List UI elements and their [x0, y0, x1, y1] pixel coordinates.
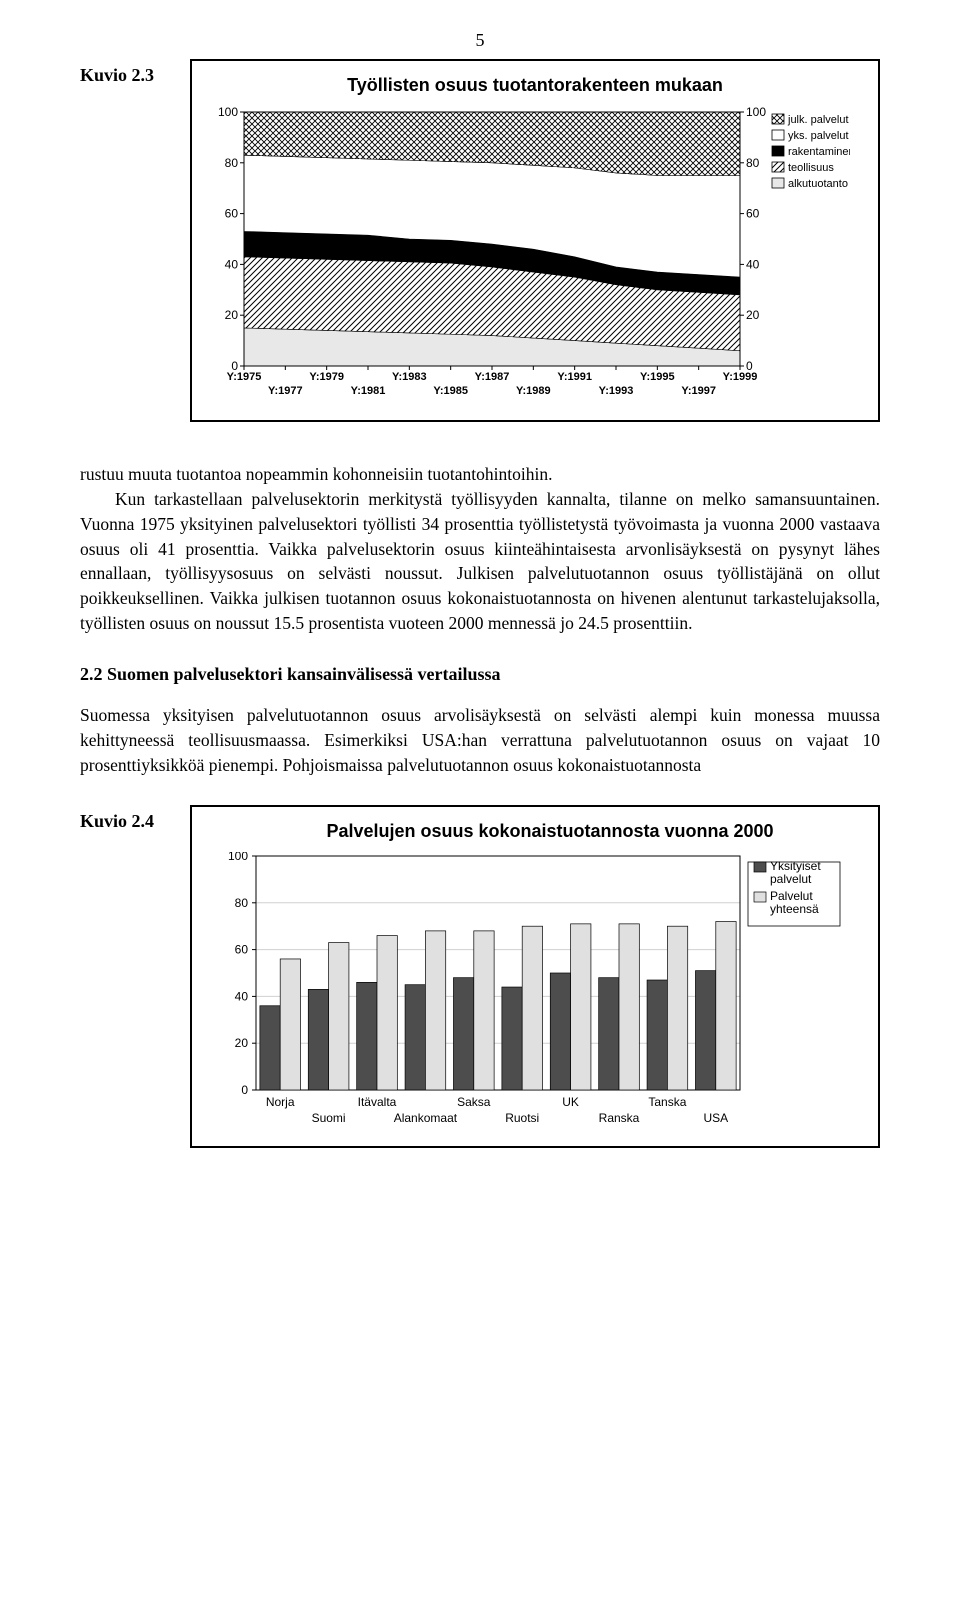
figure-2-4-title: Palvelujen osuus kokonaistuotannosta vuo… — [240, 821, 860, 842]
svg-text:UK: UK — [562, 1095, 579, 1109]
svg-text:60: 60 — [225, 207, 239, 221]
svg-text:Y:1997: Y:1997 — [681, 385, 716, 397]
figure-2-4-label: Kuvio 2.4 — [80, 805, 190, 832]
svg-text:Y:1987: Y:1987 — [475, 371, 510, 383]
page-number: 5 — [80, 30, 880, 51]
svg-text:teollisuus: teollisuus — [788, 162, 834, 174]
figure-2-4-box: Palvelujen osuus kokonaistuotannosta vuo… — [190, 805, 880, 1148]
svg-text:60: 60 — [235, 943, 249, 957]
svg-text:20: 20 — [225, 308, 239, 322]
svg-text:Norja: Norja — [266, 1095, 295, 1109]
svg-text:20: 20 — [235, 1037, 249, 1051]
svg-text:alkutuotanto: alkutuotanto — [788, 178, 848, 190]
svg-text:julk. palvelut: julk. palvelut — [787, 114, 849, 126]
svg-text:40: 40 — [225, 257, 239, 271]
svg-text:80: 80 — [225, 156, 239, 170]
svg-text:40: 40 — [235, 990, 249, 1004]
body-text-1: rustuu muuta tuotantoa nopeammin kohonne… — [80, 462, 880, 636]
para1: rustuu muuta tuotantoa nopeammin kohonne… — [80, 464, 552, 484]
stacked-area-chart: 002020404060608080100100Y:1975Y:1979Y:19… — [210, 106, 860, 406]
svg-text:yks. palvelut: yks. palvelut — [788, 130, 849, 142]
svg-text:Itävalta: Itävalta — [358, 1095, 397, 1109]
svg-text:Y:1981: Y:1981 — [351, 385, 386, 397]
svg-text:40: 40 — [746, 257, 760, 271]
svg-text:Y:1977: Y:1977 — [268, 385, 303, 397]
svg-text:rakentaminen: rakentaminen — [788, 146, 850, 158]
svg-text:Y:1985: Y:1985 — [433, 385, 468, 397]
svg-text:20: 20 — [746, 308, 760, 322]
svg-text:Y:1983: Y:1983 — [392, 371, 427, 383]
svg-text:0: 0 — [241, 1083, 248, 1097]
svg-text:80: 80 — [746, 156, 760, 170]
svg-text:palvelut: palvelut — [770, 872, 812, 886]
svg-text:100: 100 — [218, 106, 238, 119]
figure-2-3: Kuvio 2.3 Työllisten osuus tuotantoraken… — [80, 59, 880, 422]
svg-text:Alankomaat: Alankomaat — [394, 1111, 458, 1125]
svg-text:Y:1995: Y:1995 — [640, 371, 675, 383]
figure-2-3-box: Työllisten osuus tuotantorakenteen mukaa… — [190, 59, 880, 422]
svg-text:USA: USA — [703, 1111, 728, 1125]
svg-text:Yksityiset: Yksityiset — [770, 859, 821, 873]
figure-2-3-label: Kuvio 2.3 — [80, 59, 190, 86]
svg-text:80: 80 — [235, 896, 249, 910]
grouped-bar-chart: 020406080100%NorjaItävaltaSaksaUKTanskaS… — [210, 852, 860, 1132]
svg-text:yhteensä: yhteensä — [770, 902, 819, 916]
figure-2-3-title: Työllisten osuus tuotantorakenteen mukaa… — [210, 75, 860, 96]
figure-2-4: Kuvio 2.4 Palvelujen osuus kokonaistuota… — [80, 805, 880, 1148]
svg-text:100: 100 — [746, 106, 766, 119]
subheading-2-2: 2.2 Suomen palvelusektori kansainvälises… — [80, 664, 880, 685]
svg-text:Y:1993: Y:1993 — [599, 385, 634, 397]
svg-text:Y:1975: Y:1975 — [227, 371, 262, 383]
svg-text:Saksa: Saksa — [457, 1095, 491, 1109]
svg-text:Suomi: Suomi — [312, 1111, 346, 1125]
svg-text:100: 100 — [228, 852, 248, 863]
svg-text:Y:1989: Y:1989 — [516, 385, 551, 397]
svg-text:Ranska: Ranska — [599, 1111, 640, 1125]
para2: Kun tarkastellaan palvelusektorin merkit… — [80, 489, 880, 633]
svg-text:Y:1999: Y:1999 — [723, 371, 758, 383]
svg-text:Y:1979: Y:1979 — [309, 371, 344, 383]
svg-text:Tanska: Tanska — [648, 1095, 686, 1109]
body-text-2: Suomessa yksityisen palvelutuotannon osu… — [80, 703, 880, 778]
svg-text:Y:1991: Y:1991 — [557, 371, 592, 383]
svg-text:Ruotsi: Ruotsi — [505, 1111, 539, 1125]
svg-text:60: 60 — [746, 207, 760, 221]
svg-text:Palvelut: Palvelut — [770, 889, 813, 903]
